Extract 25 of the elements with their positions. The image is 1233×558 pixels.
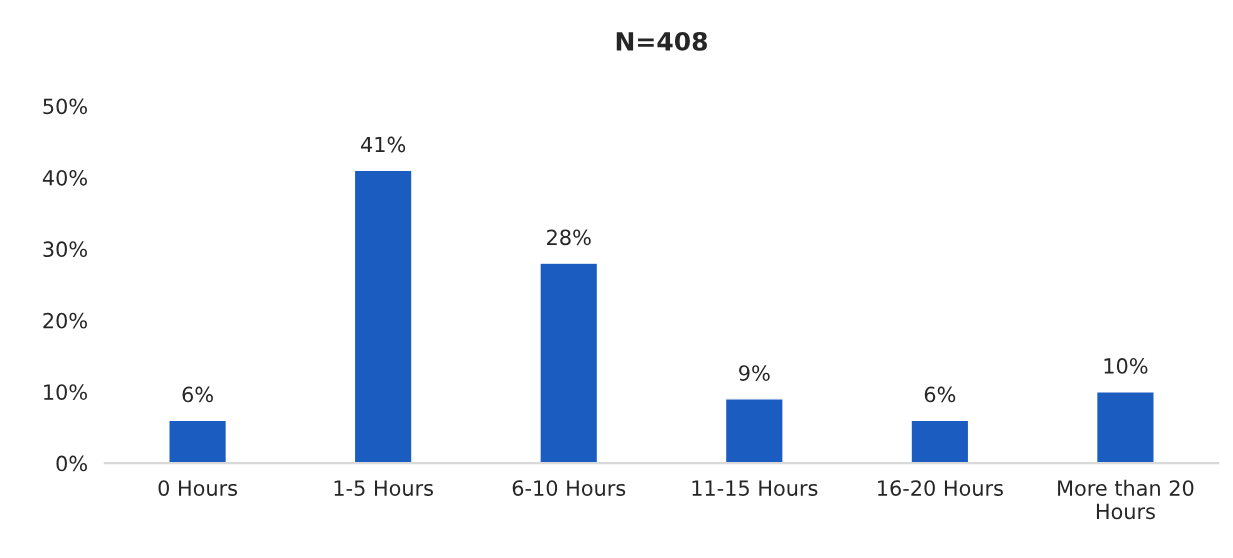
y-tick-label: 10% bbox=[44, 384, 87, 400]
bar bbox=[168, 419, 228, 464]
data-label: 28% bbox=[547, 229, 591, 246]
data-label: 10% bbox=[1104, 358, 1148, 374]
x-tick-label: 16-20 Hours bbox=[878, 480, 1003, 496]
y-tick-label: 40% bbox=[42, 169, 87, 186]
y-tick-label: 0% bbox=[56, 455, 87, 472]
bar bbox=[539, 262, 599, 464]
bar bbox=[910, 419, 970, 464]
x-tick-label: 1-5 Hours bbox=[334, 480, 433, 496]
data-label: 9% bbox=[739, 365, 770, 381]
bar bbox=[724, 398, 784, 464]
data-label: 6% bbox=[924, 386, 956, 403]
bar bbox=[353, 169, 413, 464]
x-tick-label: 6-10 Hours bbox=[512, 480, 626, 496]
data-label: 41% bbox=[361, 136, 406, 153]
x-tick-label: 0 Hours bbox=[158, 480, 238, 496]
y-tick-label: 20% bbox=[43, 312, 87, 329]
chart-title: N=408 bbox=[616, 31, 707, 51]
y-tick-label: 50% bbox=[43, 98, 87, 115]
bar bbox=[1095, 391, 1155, 464]
data-label: 6% bbox=[182, 386, 213, 403]
x-tick-label: 11-15 Hours bbox=[692, 480, 818, 496]
x-tick-label: More than 20 Hours bbox=[1058, 479, 1194, 520]
y-tick-label: 30% bbox=[43, 241, 87, 258]
